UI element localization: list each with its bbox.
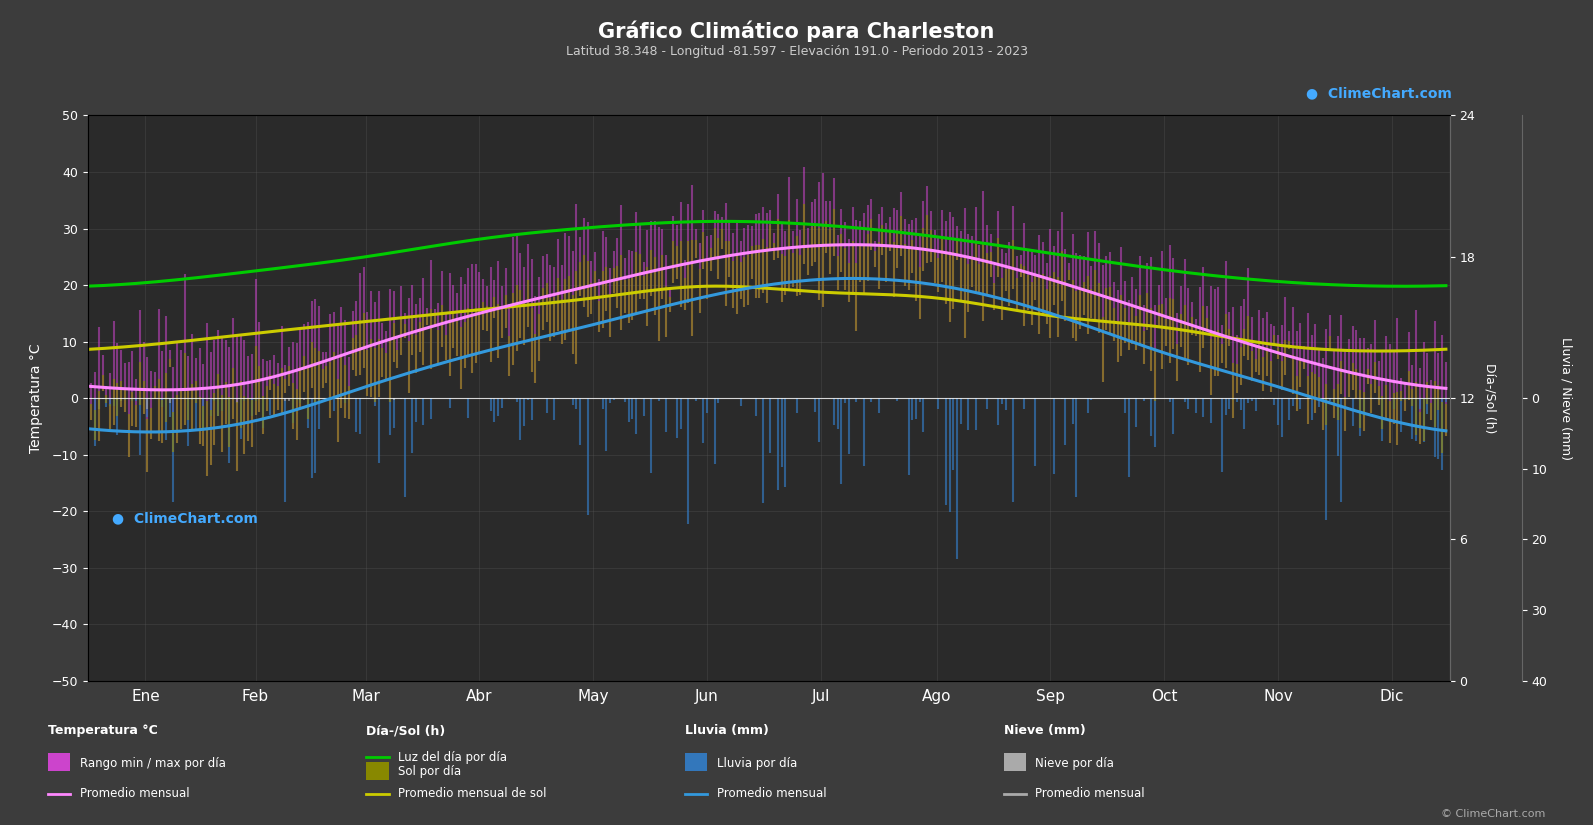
Text: Promedio mensual de sol: Promedio mensual de sol (398, 787, 546, 800)
Text: Lluvia por día: Lluvia por día (717, 757, 796, 770)
Y-axis label: Temperatura °C: Temperatura °C (29, 343, 43, 453)
Text: Gráfico Climático para Charleston: Gráfico Climático para Charleston (599, 21, 994, 42)
Text: Temperatura °C: Temperatura °C (48, 724, 158, 738)
Text: Promedio mensual: Promedio mensual (717, 787, 827, 800)
Text: Latitud 38.348 - Longitud -81.597 - Elevación 191.0 - Periodo 2013 - 2023: Latitud 38.348 - Longitud -81.597 - Elev… (566, 45, 1027, 59)
Y-axis label: Lluvia / Nieve (mm): Lluvia / Nieve (mm) (1560, 337, 1572, 460)
Text: Lluvia (mm): Lluvia (mm) (685, 724, 769, 738)
Y-axis label: Día-/Sol (h): Día-/Sol (h) (1483, 363, 1496, 433)
Text: Promedio mensual: Promedio mensual (80, 787, 190, 800)
Text: Rango min / max por día: Rango min / max por día (80, 757, 226, 770)
Text: ●  ClimeChart.com: ● ClimeChart.com (112, 512, 258, 526)
Text: Día-/Sol (h): Día-/Sol (h) (366, 724, 446, 738)
Text: © ClimeChart.com: © ClimeChart.com (1440, 808, 1545, 818)
Text: Nieve (mm): Nieve (mm) (1004, 724, 1085, 738)
Text: ●  ClimeChart.com: ● ClimeChart.com (1306, 87, 1453, 101)
Text: Nieve por día: Nieve por día (1035, 757, 1115, 770)
Text: Promedio mensual: Promedio mensual (1035, 787, 1145, 800)
Text: Sol por día: Sol por día (398, 765, 462, 778)
Text: Luz del día por día: Luz del día por día (398, 751, 507, 764)
